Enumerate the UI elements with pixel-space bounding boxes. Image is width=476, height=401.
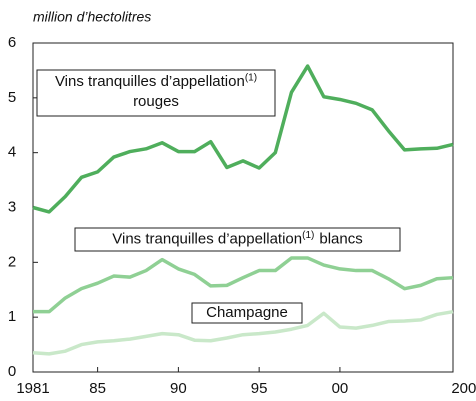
x-tick-label: 00	[332, 380, 349, 397]
y-tick-label: 2	[8, 253, 16, 270]
series-line	[33, 256, 454, 314]
x-tick-label: 1981	[16, 380, 49, 397]
series-label-note: (1)	[245, 73, 257, 84]
series-label-box	[191, 302, 303, 324]
x-tick-label: 2007P	[451, 380, 476, 397]
series-line	[32, 309, 454, 356]
series-label-note: (1)	[302, 230, 314, 241]
series-label: Vins tranquilles d’appellation	[55, 73, 245, 90]
y-tick-label: 5	[8, 89, 16, 106]
series-label: Vins tranquilles d’appellation	[112, 230, 302, 247]
series-label-box	[74, 227, 401, 252]
series-label: rouges	[133, 93, 179, 110]
y-tick-label: 3	[8, 198, 16, 215]
series-line	[32, 64, 454, 214]
series-label: Champagne	[206, 304, 288, 321]
y-tick-label: 1	[8, 308, 16, 325]
series-label-box	[36, 69, 276, 117]
x-tick-label: 90	[170, 380, 187, 397]
y-tick-label: 4	[8, 144, 16, 161]
y-tick-label: 6	[8, 34, 16, 51]
series-label: blancs	[319, 230, 362, 247]
y-axis-title: million d’hectolitres	[33, 9, 151, 25]
x-tick-label: 85	[89, 380, 106, 397]
y-tick-label: 0	[8, 363, 16, 380]
x-tick-label: 95	[251, 380, 268, 397]
